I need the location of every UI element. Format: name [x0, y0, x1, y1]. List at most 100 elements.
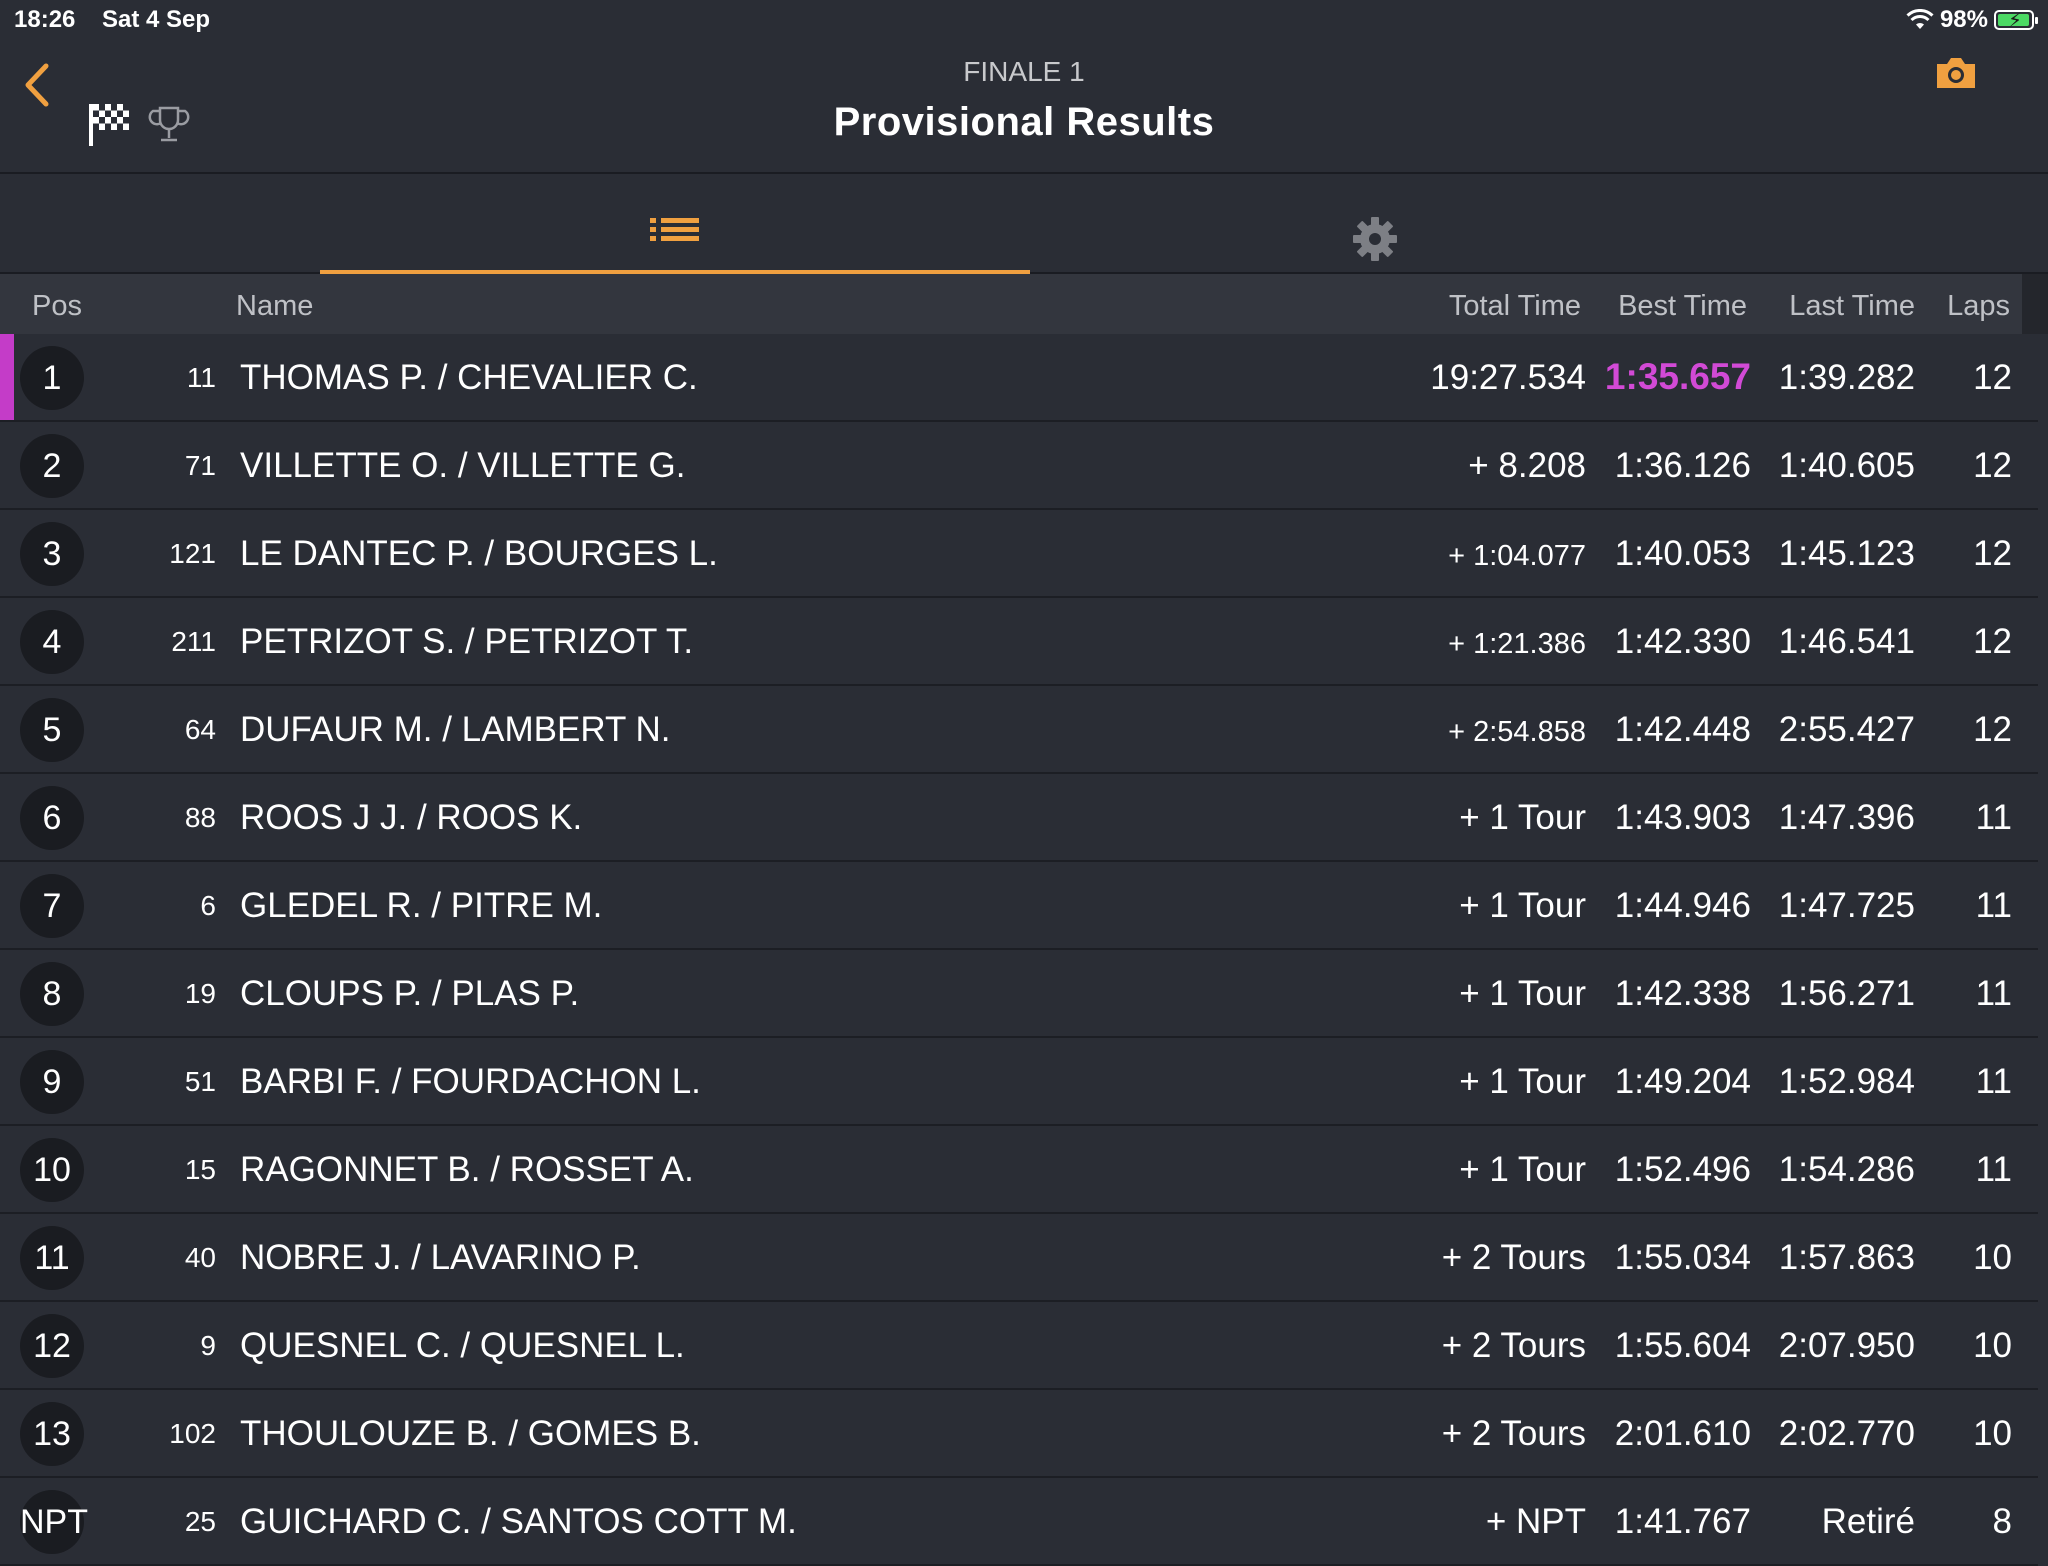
tab-settings[interactable]	[1020, 174, 1730, 274]
best-time: 1:55.604	[1614, 1326, 1751, 1365]
tab-results-list[interactable]	[320, 174, 1030, 274]
row-divider	[0, 596, 240, 598]
header-laps: Laps	[1947, 290, 2010, 322]
position-badge: 1	[20, 346, 84, 410]
results-table: 1 11 THOMAS P. / CHEVALIER C. 19:27.534 1:35…	[0, 334, 2048, 1566]
laps-count: 11	[1975, 886, 2012, 925]
table-row[interactable]: 7 6 GLEDEL R. / PITRE M. + 1 Tour 1:44.946 1:…	[0, 862, 2048, 950]
car-number: 15	[184, 1154, 216, 1185]
driver-names: GUICHARD C. / SANTOS COTT M.	[240, 1502, 797, 1541]
driver-names: DUFAUR M. / LAMBERT N.	[240, 710, 671, 749]
driver-names: THOULOUZE B. / GOMES B.	[240, 1414, 701, 1453]
table-row[interactable]: NPT 25 GUICHARD C. / SANTOS COTT M. + NPT 1:…	[0, 1478, 2048, 1566]
battery-percent: 98%	[1939, 6, 1988, 33]
driver-names: NOBRE J. / LAVARINO P.	[240, 1238, 641, 1277]
total-time: + 8.208	[1468, 446, 1586, 485]
scroll-gutter	[2022, 274, 2048, 334]
table-row[interactable]: 9 51 BARBI F. / FOURDACHON L. + 1 Tour 1:49.…	[0, 1038, 2048, 1126]
best-time: 1:35.657	[1604, 356, 1751, 397]
page-title: Provisional Results	[833, 100, 1215, 144]
driver-names: VILLETTE O. / VILLETTE G.	[240, 446, 686, 485]
table-row[interactable]: 4 211 PETRIZOT S. / PETRIZOT T. + 1:21.386 1…	[0, 598, 2048, 686]
total-time: + 1 Tour	[1459, 798, 1586, 837]
last-time: 2:02.770	[1778, 1414, 1915, 1453]
laps-count: 11	[1975, 1150, 2012, 1189]
position-badge: 10	[20, 1138, 84, 1202]
last-time: 2:55.427	[1778, 710, 1915, 749]
car-number: 64	[184, 714, 216, 745]
driver-names: QUESNEL C. / QUESNEL L.	[240, 1326, 685, 1365]
trophy-icon[interactable]	[148, 104, 190, 146]
camera-icon[interactable]	[1934, 54, 1978, 92]
position-badge: 13	[20, 1402, 84, 1466]
checkered-flag-icon[interactable]	[86, 100, 132, 148]
row-divider	[240, 1300, 2038, 1302]
total-time: + 1 Tour	[1459, 974, 1586, 1013]
laps-count: 12	[1973, 358, 2012, 397]
row-divider	[0, 1036, 240, 1038]
table-row[interactable]: 8 19 CLOUPS P. / PLAS P. + 1 Tour 1:42.338 1:…	[0, 950, 2048, 1038]
status-right: 98% ⚡	[1906, 6, 2038, 34]
driver-names: CLOUPS P. / PLAS P.	[240, 974, 580, 1013]
table-row[interactable]: 6 88 ROOS J J. / ROOS K. + 1 Tour 1:43.903 1:…	[0, 774, 2048, 862]
car-number: 11	[186, 362, 216, 393]
row-divider	[240, 1388, 2038, 1390]
status-time: 18:26	[14, 6, 76, 33]
fastest-lap-marker	[0, 334, 14, 422]
best-time: 1:43.903	[1614, 798, 1751, 837]
table-row[interactable]: 13 102 THOULOUZE B. / GOMES B. + 2 Tours 2:0…	[0, 1390, 2048, 1478]
total-time: + 1 Tour	[1459, 886, 1586, 925]
last-time: 1:54.286	[1778, 1150, 1915, 1189]
table-row[interactable]: 10 15 RAGONNET B. / ROSSET A. + 1 Tour 1:52.…	[0, 1126, 2048, 1214]
table-header: Pos Name Total Time Best Time Last Time …	[0, 274, 2048, 334]
row-divider	[240, 772, 2038, 774]
car-number: 88	[184, 802, 216, 833]
position-badge: 12	[20, 1314, 84, 1378]
table-row[interactable]: 5 64 DUFAUR M. / LAMBERT N. + 2:54.858 1:42.…	[0, 686, 2048, 774]
driver-names: LE DANTEC P. / BOURGES L.	[240, 534, 718, 573]
best-time: 1:42.448	[1614, 710, 1751, 749]
battery-icon: ⚡	[1994, 10, 2038, 32]
back-chevron-icon[interactable]	[18, 60, 58, 110]
row-divider	[240, 596, 2038, 598]
laps-count: 8	[1992, 1502, 2012, 1541]
laps-count: 12	[1973, 534, 2012, 573]
row-divider	[0, 1388, 240, 1390]
car-number: 71	[184, 450, 216, 481]
table-row[interactable]: 3 121 LE DANTEC P. / BOURGES L. + 1:04.077 1…	[0, 510, 2048, 598]
position-badge: 6	[20, 786, 84, 850]
best-time: 1:42.330	[1614, 622, 1751, 661]
driver-names: PETRIZOT S. / PETRIZOT T.	[240, 622, 694, 661]
row-divider	[0, 1212, 240, 1214]
row-divider	[240, 1212, 2038, 1214]
last-time: 1:45.123	[1778, 534, 1915, 573]
table-row[interactable]: 1 11 THOMAS P. / CHEVALIER C. 19:27.534 1:35…	[0, 334, 2048, 422]
total-time: + 1 Tour	[1459, 1150, 1586, 1189]
table-row[interactable]: 11 40 NOBRE J. / LAVARINO P. + 2 Tours 1:55.…	[0, 1214, 2048, 1302]
header-last-time: Last Time	[1789, 290, 1915, 322]
table-row[interactable]: 2 71 VILLETTE O. / VILLETTE G. + 8.208 1:36.…	[0, 422, 2048, 510]
total-time: + NPT	[1485, 1502, 1586, 1541]
best-time: 1:49.204	[1614, 1062, 1751, 1101]
header-name: Name	[236, 290, 314, 322]
position-badge: NPT	[20, 1490, 88, 1554]
best-time: 1:40.053	[1614, 534, 1751, 573]
best-time: 1:44.946	[1614, 886, 1751, 925]
position-badge: 7	[20, 874, 84, 938]
position-badge: 5	[20, 698, 84, 762]
table-row[interactable]: 12 9 QUESNEL C. / QUESNEL L. + 2 Tours 1:55.…	[0, 1302, 2048, 1390]
status-date: Sat 4 Sep	[102, 6, 211, 33]
laps-count: 11	[1975, 1062, 2012, 1101]
car-number: 25	[184, 1506, 216, 1537]
laps-count: 10	[1973, 1238, 2012, 1277]
position-badge: 8	[20, 962, 84, 1026]
laps-count: 10	[1973, 1326, 2012, 1365]
row-divider	[0, 508, 240, 510]
row-divider	[240, 684, 2038, 686]
total-time: + 2 Tours	[1441, 1414, 1586, 1453]
active-tab-indicator	[320, 270, 1030, 274]
tab-bar	[0, 174, 2048, 274]
driver-names: THOMAS P. / CHEVALIER C.	[240, 358, 698, 397]
header-best-time: Best Time	[1618, 290, 1747, 322]
car-number: 19	[184, 978, 216, 1009]
